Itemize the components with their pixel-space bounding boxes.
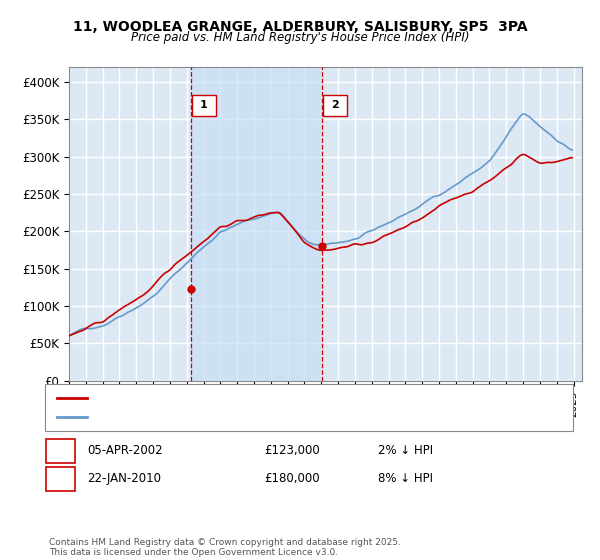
Text: Contains HM Land Registry data © Crown copyright and database right 2025.
This d: Contains HM Land Registry data © Crown c… (49, 538, 401, 557)
Text: 1: 1 (200, 100, 208, 110)
Bar (191, 67, 322, 381)
FancyBboxPatch shape (323, 95, 347, 116)
Text: 2: 2 (56, 472, 65, 486)
Text: 22-JAN-2010: 22-JAN-2010 (87, 472, 161, 486)
Text: £180,000: £180,000 (264, 472, 320, 486)
Text: 05-APR-2002: 05-APR-2002 (87, 444, 163, 458)
Text: 8% ↓ HPI: 8% ↓ HPI (378, 472, 433, 486)
Text: 11, WOODLEA GRANGE, ALDERBURY, SALISBURY, SP5 3PA (semi-detached house): 11, WOODLEA GRANGE, ALDERBURY, SALISBURY… (93, 393, 519, 403)
Text: £123,000: £123,000 (264, 444, 320, 458)
Text: 1: 1 (56, 444, 65, 458)
Text: Price paid vs. HM Land Registry's House Price Index (HPI): Price paid vs. HM Land Registry's House … (131, 31, 469, 44)
FancyBboxPatch shape (192, 95, 215, 116)
Text: HPI: Average price, semi-detached house, Wiltshire: HPI: Average price, semi-detached house,… (93, 412, 361, 422)
Text: 2% ↓ HPI: 2% ↓ HPI (378, 444, 433, 458)
Text: 11, WOODLEA GRANGE, ALDERBURY, SALISBURY, SP5  3PA: 11, WOODLEA GRANGE, ALDERBURY, SALISBURY… (73, 20, 527, 34)
Text: 2: 2 (331, 100, 339, 110)
